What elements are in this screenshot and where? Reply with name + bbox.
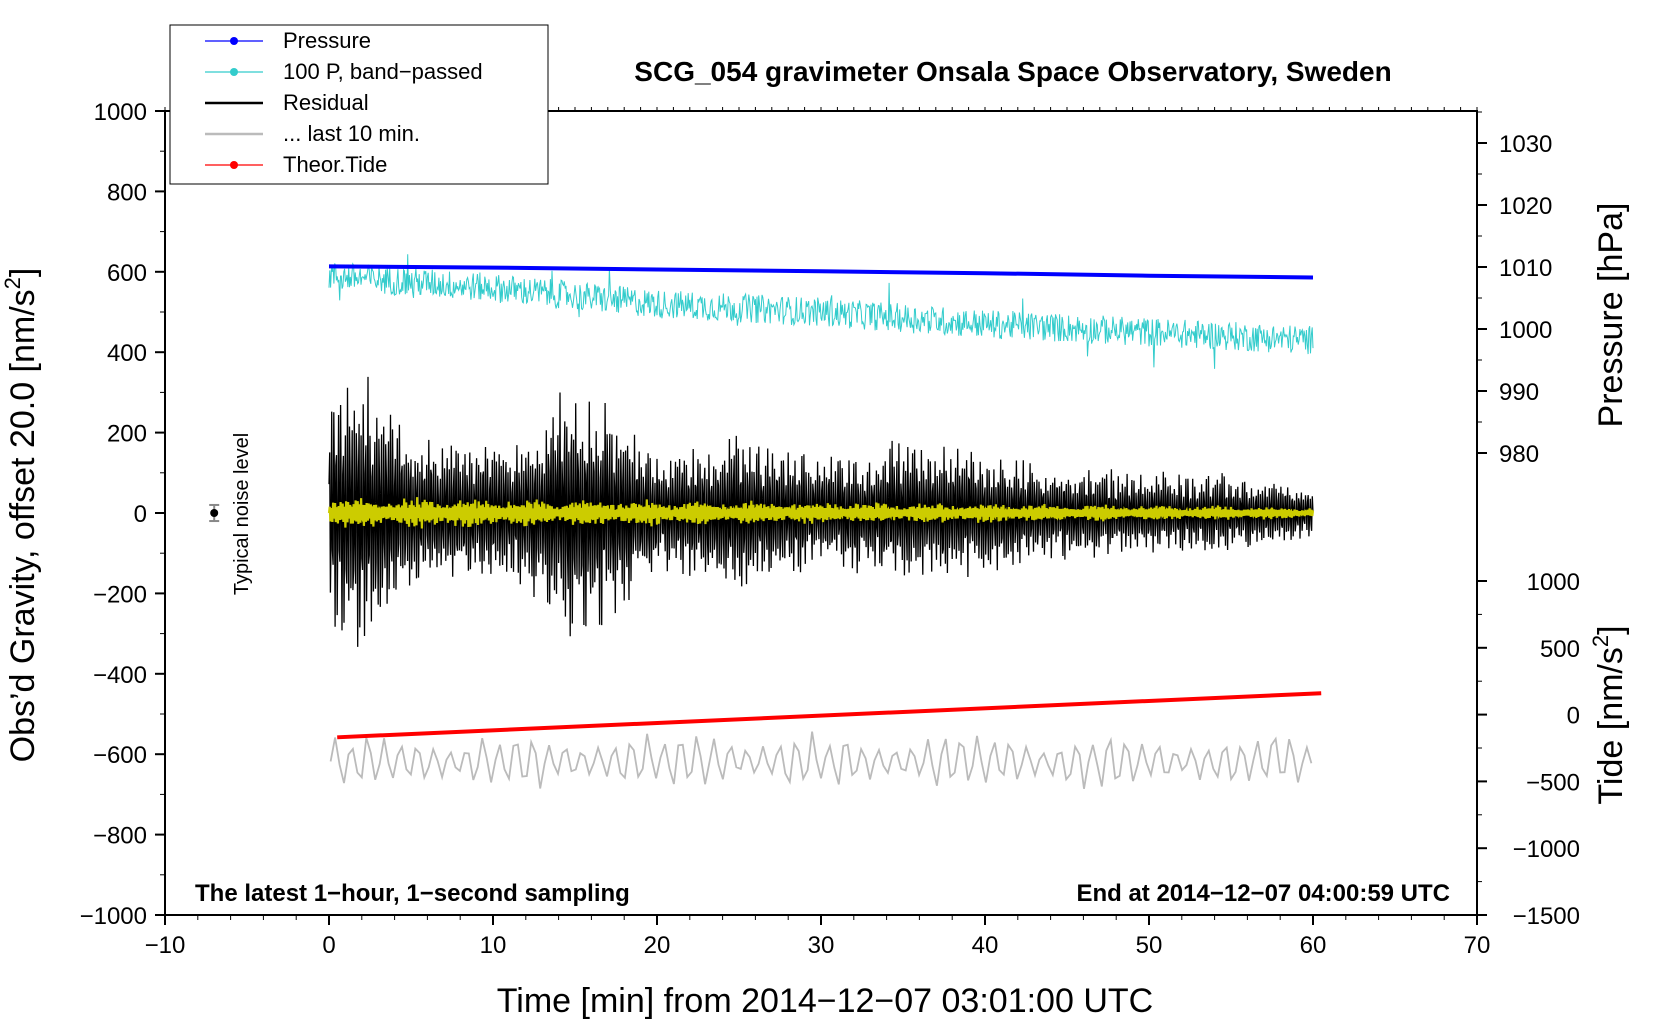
y-tick-label: −600 — [93, 742, 147, 769]
legend-marker — [230, 161, 238, 169]
y-tick-label: 200 — [107, 421, 147, 448]
x-tick-label: −10 — [145, 932, 186, 959]
legend-label: 100 P, band−passed — [283, 59, 483, 84]
x-tick-label: 60 — [1300, 932, 1327, 959]
legend-label: Pressure — [283, 28, 371, 53]
y-tick-label: −800 — [93, 823, 147, 850]
y-tick-label: −200 — [93, 581, 147, 608]
legend: Pressure 100 P, band−passed Residual ... la… — [169, 24, 549, 185]
theoretical-tide-series — [337, 691, 1322, 740]
x-tick-label: 30 — [808, 932, 835, 959]
legend-label: ... last 10 min. — [283, 121, 420, 146]
series-layer — [327, 254, 1322, 789]
pressure-axis-ticks: 1030 1020 1010 1000 990 980 — [1477, 111, 1552, 468]
tide-tick-label: −1000 — [1513, 836, 1580, 863]
noise-marker — [209, 503, 220, 523]
pressure-tick-label: 990 — [1499, 379, 1539, 406]
pressure-tick-label: 1030 — [1499, 131, 1552, 158]
x-axis-ticks: −10 0 10 20 30 40 50 60 70 — [145, 915, 1491, 959]
tide-axis-title: Tide [nm/s2] — [1588, 625, 1630, 804]
annotation-end-time: End at 2014−12−07 04:00:59 UTC — [1076, 880, 1450, 907]
legend-label: Theor.Tide — [283, 152, 387, 177]
y-tick-label: 600 — [107, 260, 147, 287]
last-10-min-series — [329, 731, 1313, 789]
annotation-sampling: The latest 1−hour, 1−second sampling — [195, 880, 630, 907]
filtered-residual-series — [327, 497, 1315, 529]
noise-label: Typical noise level — [231, 433, 253, 595]
pressure-axis-title: Pressure [hPa] — [1592, 203, 1630, 428]
y-tick-label: 800 — [107, 179, 147, 206]
bandpassed-pressure-series — [328, 254, 1314, 369]
pressure-tick-label: 1000 — [1499, 317, 1552, 344]
x-axis-title: Time [min] from 2014−12−07 03:01:00 UTC — [497, 982, 1153, 1020]
pressure-series — [328, 264, 1314, 280]
tide-tick-label: −500 — [1526, 769, 1580, 796]
x-tick-label: 40 — [972, 932, 999, 959]
tide-tick-label: 0 — [1567, 703, 1580, 730]
tide-tick-label: 500 — [1540, 636, 1580, 663]
pressure-tick-label: 1020 — [1499, 193, 1552, 220]
legend-marker — [230, 68, 238, 76]
legend-marker — [230, 37, 238, 45]
x-tick-label: 10 — [480, 932, 507, 959]
chart-title: SCG_054 gravimeter Onsala Space Observat… — [634, 56, 1391, 87]
tide-tick-label: −1500 — [1513, 903, 1580, 930]
legend-label: Residual — [283, 90, 369, 115]
pressure-tick-label: 1010 — [1499, 255, 1552, 282]
y-tick-label: −400 — [93, 662, 147, 689]
tide-axis-ticks: 1000 500 0 −500 −1000 −1500 — [1477, 569, 1580, 930]
noise-point — [210, 509, 219, 517]
x-tick-label: 70 — [1464, 932, 1491, 959]
x-tick-label: 50 — [1136, 932, 1163, 959]
legend-box — [169, 24, 549, 185]
pressure-tick-label: 980 — [1499, 441, 1539, 468]
y-axis-ticks: 1000 800 600 400 200 0 −200 −400 −600 −800 −1000 — [80, 99, 165, 930]
tide-tick-label: 1000 — [1527, 569, 1580, 596]
residual-series — [328, 376, 1314, 647]
x-tick-label: 20 — [644, 932, 671, 959]
y-tick-label: 0 — [134, 501, 147, 528]
y-tick-label: 1000 — [94, 99, 147, 126]
y-axis-title-left: Obs’d Gravity, offset 20.0 [nm/s2] — [0, 268, 42, 763]
y-tick-label: −1000 — [80, 903, 147, 930]
y-tick-label: 400 — [107, 340, 147, 367]
x-tick-label: 0 — [322, 932, 335, 959]
